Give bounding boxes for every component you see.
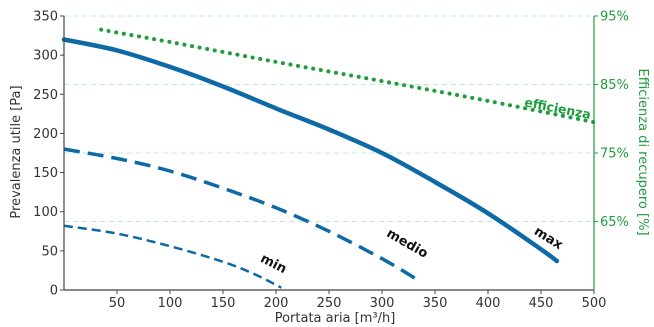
- x-tick-label-150: 150: [211, 296, 236, 311]
- x-tick-label-100: 100: [158, 296, 183, 311]
- y2-axis-title: Efficienza di recupero [%]: [635, 68, 650, 235]
- x-tick-label-200: 200: [264, 296, 289, 311]
- series-max-line: [61, 37, 560, 264]
- series-efficienza-line: [99, 27, 596, 125]
- x-tick-label-300: 300: [370, 296, 395, 311]
- series-label-max: max: [531, 224, 566, 253]
- plot-series: [61, 27, 596, 289]
- x-tick-label-450: 450: [529, 296, 554, 311]
- y-tick-label-0: 0: [50, 284, 58, 299]
- x-tick-label-50: 50: [109, 296, 126, 311]
- series-label-medio: medio: [384, 226, 431, 262]
- y-tick-label-300: 300: [33, 49, 58, 64]
- y-tick-label-50: 50: [41, 244, 58, 259]
- y-tick-label-250: 250: [33, 88, 58, 103]
- y-tick-label-100: 100: [33, 205, 58, 220]
- series-label-efficienza: efficienza: [523, 94, 592, 122]
- series-medio-line: [63, 147, 420, 283]
- series-min-line: [63, 224, 282, 289]
- y2-tick-label-85: 85%: [600, 78, 629, 93]
- series-label-min: min: [258, 251, 289, 277]
- gridlines: [64, 15, 594, 222]
- x-tick-label-250: 250: [317, 296, 342, 311]
- x-axis-title: Portata aria [m³/h]: [275, 311, 396, 326]
- y2-tick-label-95: 95%: [600, 10, 629, 25]
- x-tick-label-400: 400: [476, 296, 501, 311]
- x-tick-label-500: 500: [582, 296, 607, 311]
- y2-tick-label-65: 65%: [600, 215, 629, 230]
- y-axis-title: Prevalenza utile [Pa]: [9, 85, 24, 218]
- y-tick-label-200: 200: [33, 127, 58, 142]
- y-tick-label-150: 150: [33, 166, 58, 181]
- y-tick-label-350: 350: [33, 10, 58, 25]
- y2-tick-label-75: 75%: [600, 147, 629, 162]
- tick-labels: 0 50 100 150 200 250 300 350 50 100 150 200 250 300 35…: [33, 10, 629, 312]
- x-tick-label-350: 350: [423, 296, 448, 311]
